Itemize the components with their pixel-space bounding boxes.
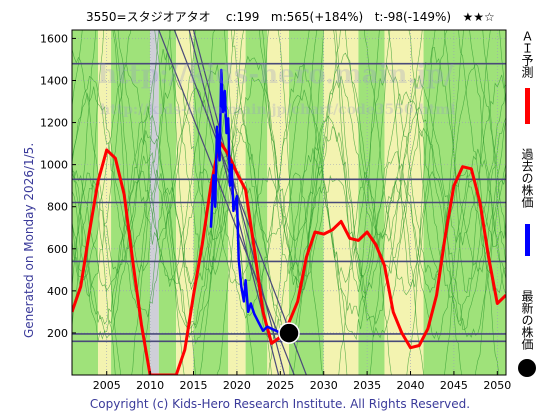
legend-ai-forecast-swatch bbox=[525, 88, 530, 124]
x-tick-label: 2030 bbox=[310, 379, 338, 392]
x-tick-label: 2010 bbox=[136, 379, 164, 392]
legend-latest-price-dot bbox=[518, 359, 536, 377]
texture-line bbox=[72, 148, 506, 342]
past-price-line bbox=[209, 68, 290, 335]
texture-line bbox=[72, 47, 506, 277]
x-tick-label: 2050 bbox=[483, 379, 511, 392]
copyright-notice: Copyright (c) Kids-Hero Research Institu… bbox=[89, 397, 471, 411]
trend-line bbox=[158, 30, 295, 375]
rating-stars: ★★☆ bbox=[462, 10, 495, 24]
y-tick-label: 1000 bbox=[40, 159, 68, 172]
texture-line bbox=[72, 30, 506, 295]
x-tick-label: 2045 bbox=[440, 379, 468, 392]
texture-line bbox=[72, 106, 506, 330]
texture-line bbox=[72, 62, 506, 283]
x-tick-label: 2015 bbox=[180, 379, 208, 392]
current-price: c:199 bbox=[225, 10, 260, 24]
y-tick-label: 1400 bbox=[40, 74, 68, 87]
watermark-url: http://kids-hero.main.jp/ bbox=[98, 60, 454, 90]
x-tick-label: 2040 bbox=[397, 379, 425, 392]
y-tick-label: 600 bbox=[47, 243, 68, 256]
x-tick-label: 2020 bbox=[223, 379, 251, 392]
m-value: m:565(+184%) bbox=[270, 10, 364, 24]
legend-past-price-swatch bbox=[525, 224, 530, 256]
plot-frame bbox=[71, 29, 507, 376]
y-tick-label: 1600 bbox=[40, 32, 68, 45]
x-tick-label: 2005 bbox=[93, 379, 121, 392]
trend-line bbox=[173, 30, 307, 375]
legend-ai-forecast-label: ＡＩ予測 bbox=[520, 30, 534, 78]
texture-line bbox=[72, 168, 506, 375]
stock-code-name: 3550=スタジオアタオ bbox=[86, 10, 211, 24]
y-tick-label: 800 bbox=[47, 201, 68, 214]
x-tick-label: 2035 bbox=[353, 379, 381, 392]
texture-line bbox=[72, 72, 506, 249]
chart-header: 3550=スタジオアタオ c:199 m:565(+184%) t:-98(-1… bbox=[86, 8, 495, 25]
generated-date: Generated on Monday 2026/1/5. bbox=[22, 142, 36, 338]
y-tick-label: 1200 bbox=[40, 117, 68, 130]
t-value: t:-98(-149%) bbox=[374, 10, 452, 24]
watermark-url-detail: http://kids-hero.main.jp/chart/code3550.… bbox=[100, 102, 456, 118]
legend-past-price-label: 過去の株価 bbox=[520, 148, 534, 208]
trend-line bbox=[192, 30, 286, 375]
texture-line bbox=[72, 86, 506, 322]
texture-line bbox=[72, 167, 506, 295]
y-tick-label: 200 bbox=[47, 327, 68, 340]
texture-line bbox=[72, 30, 506, 248]
legend-latest-price-label: 最新の株価 bbox=[520, 290, 534, 350]
latest-price-marker bbox=[278, 322, 300, 344]
x-tick-label: 2025 bbox=[266, 379, 294, 392]
y-tick-label: 400 bbox=[47, 285, 68, 298]
